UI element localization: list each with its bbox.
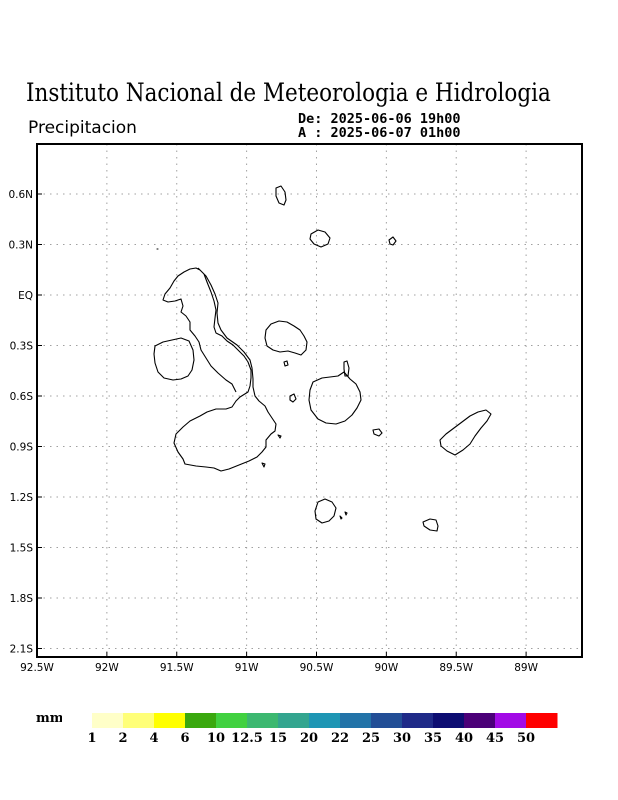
island-pinta — [275, 185, 287, 206]
lat-tick-label: 0.3N — [8, 240, 33, 252]
islet — [156, 248, 348, 520]
legend-swatch — [123, 713, 155, 728]
lon-tick-label: 89W — [514, 662, 538, 674]
island-genovesa — [388, 236, 397, 246]
island-santa-fe — [372, 428, 383, 437]
legend-label: 4 — [149, 731, 158, 746]
legend-label: 20 — [300, 731, 318, 746]
legend-swatch — [340, 713, 372, 728]
island-san-cristobal — [439, 409, 492, 456]
legend-label: 22 — [331, 731, 349, 746]
legend-swatch — [464, 713, 496, 728]
legend-label: 10 — [207, 731, 225, 746]
legend-swatch — [433, 713, 465, 728]
legend-label: 15 — [269, 731, 287, 746]
lon-tick-label: 92W — [95, 662, 119, 674]
lat-tick-label: 0.3S — [10, 341, 34, 353]
legend-label: 12.5 — [231, 731, 263, 746]
map-frame — [36, 143, 583, 658]
lat-tick-label: 1.8S — [10, 593, 34, 605]
lat-tick-label: 0.9S — [10, 442, 34, 454]
lat-tick-label: EQ — [18, 290, 33, 302]
legend-swatch — [154, 713, 186, 728]
legend-swatch — [495, 713, 527, 728]
lat-tick-label: 2.1S — [10, 644, 34, 656]
island-baltra — [343, 360, 350, 377]
lon-tick-label: 90.5W — [300, 662, 334, 674]
lat-tick-label: 1.5S — [10, 543, 34, 555]
legend-label: 30 — [393, 731, 411, 746]
variable-label: Precipitacion — [28, 118, 137, 138]
legend-swatch — [185, 713, 217, 728]
island-santa-cruz — [308, 371, 362, 425]
legend-swatch — [526, 713, 558, 728]
legend-label: 25 — [362, 731, 380, 746]
lat-tick-label: 1.2S — [10, 492, 34, 504]
lon-tick-label: 92.5W — [20, 662, 54, 674]
island-santiago — [264, 320, 308, 356]
island-rabida — [283, 360, 289, 367]
legend-swatch — [402, 713, 434, 728]
legend-label: 35 — [424, 731, 442, 746]
legend-label: 1 — [87, 731, 96, 746]
page-title: Instituto Nacional de Meteorologia e Hid… — [26, 78, 551, 107]
legend-swatch — [309, 713, 341, 728]
legend-label: 50 — [517, 731, 535, 746]
legend-label: 40 — [455, 731, 473, 746]
period-end: A : 2025-06-07 01h00 — [298, 125, 461, 141]
legend-label: 2 — [118, 731, 127, 746]
period-start: De: 2025-06-06 19h00 — [298, 111, 461, 127]
axis-labels: 92.5W 92W 91.5W 91W 90.5W 90W 89.5W 89W 0.6N 0.3N… — [8, 189, 538, 674]
island-espanola — [422, 518, 439, 532]
island-isabela — [162, 267, 277, 472]
map-grid — [36, 144, 582, 657]
island-floreana — [314, 498, 337, 524]
lon-tick-label: 91.5W — [160, 662, 194, 674]
lon-tick-label: 91W — [235, 662, 259, 674]
legend-swatch — [278, 713, 310, 728]
island-fernandina — [153, 337, 195, 381]
lon-tick-label: 90W — [374, 662, 398, 674]
legend-label: 6 — [180, 731, 189, 746]
legend-swatch — [247, 713, 279, 728]
lon-tick-label: 89.5W — [439, 662, 473, 674]
colorbar-legend: 1 2 4 6 10 12.5 15 20 22 25 30 35 40 45 50 — [87, 713, 558, 746]
legend-swatch — [216, 713, 248, 728]
island-pinzon — [289, 393, 297, 403]
time-period: De: 2025-06-06 19h00 A : 2025-06-07 01h0… — [298, 112, 461, 140]
coastlines — [153, 185, 492, 532]
legend-label: 45 — [486, 731, 504, 746]
legend-swatch — [371, 713, 403, 728]
lat-tick-label: 0.6S — [10, 391, 34, 403]
island-marchena — [309, 229, 331, 248]
legend-swatch — [92, 713, 124, 728]
legend-units: mm — [36, 711, 62, 726]
lat-tick-label: 0.6N — [8, 189, 33, 201]
